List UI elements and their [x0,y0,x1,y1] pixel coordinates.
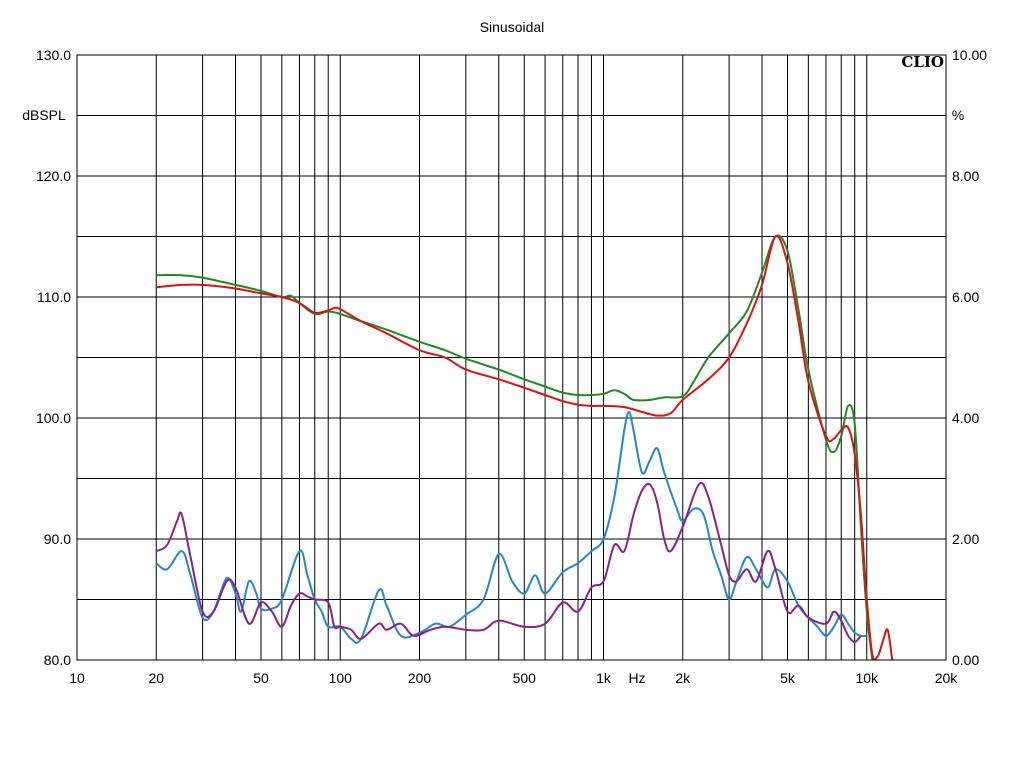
spl-series-red [156,235,894,661]
x-tick-label: 5k [780,670,796,686]
axis-labels: 10 20 50 100 200 500 1k 2k 5k 10k 20k 130.0 120.0 110… [36,47,987,686]
brand-logo: CLIO [901,53,944,71]
spl-series-green [156,234,874,661]
y-right-tick-label: 4.00 [952,410,979,426]
y-left-tick-label: 130.0 [36,47,71,63]
y-left-tick-label: 120.0 [36,168,71,184]
y-right-tick-label: 8.00 [952,168,979,184]
series-layer [155,234,894,661]
x-tick-label: 20k [935,670,959,686]
plot-grid [77,55,946,660]
x-tick-label: 100 [329,670,353,686]
y-left-unit-label: dBSPL [22,107,66,123]
y-right-tick-label: 0.00 [952,652,979,668]
y-right-tick-label: 2.00 [952,531,979,547]
x-tick-label: 2k [675,670,691,686]
x-tick-label: 50 [253,670,269,686]
distortion-series-blue [155,411,867,644]
plot-frame [76,54,947,661]
x-tick-label: 1k [596,670,612,686]
x-tick-label: 10 [69,670,85,686]
y-left-tick-label: 80.0 [44,652,71,668]
y-left-tick-label: 110.0 [37,289,71,305]
x-tick-label: 500 [513,670,537,686]
y-right-tick-label: 6.00 [952,289,979,305]
x-tick-label: 200 [408,670,432,686]
x-unit-label: Hz [628,670,645,686]
y-right-tick-label: 10.00 [952,47,987,63]
y-left-tick-label: 90.0 [44,531,71,547]
chart-title: Sinusoidal [480,19,545,35]
y-right-unit-label: % [952,107,964,123]
y-left-tick-label: 100.0 [36,410,71,426]
x-tick-label: 10k [855,670,879,686]
x-tick-label: 20 [148,670,164,686]
distortion-series-purple [155,481,862,643]
